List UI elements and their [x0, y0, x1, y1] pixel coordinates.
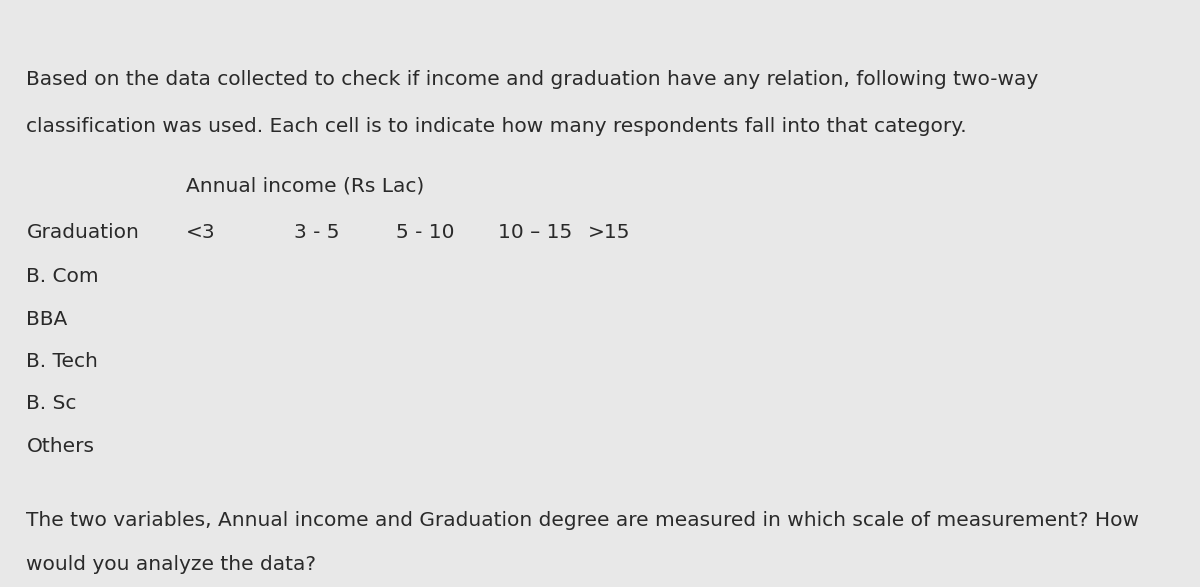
- Text: Based on the data collected to check if income and graduation have any relation,: Based on the data collected to check if …: [26, 70, 1039, 89]
- Text: B. Com: B. Com: [26, 267, 100, 286]
- Text: BBA: BBA: [26, 310, 67, 329]
- Text: would you analyze the data?: would you analyze the data?: [26, 555, 317, 573]
- Text: <3: <3: [186, 223, 216, 242]
- Text: classification was used. Each cell is to indicate how many respondents fall into: classification was used. Each cell is to…: [26, 117, 967, 136]
- Text: Others: Others: [26, 437, 95, 456]
- Text: B. Sc: B. Sc: [26, 394, 77, 413]
- Text: 10 – 15: 10 – 15: [498, 223, 572, 242]
- Text: B. Tech: B. Tech: [26, 352, 98, 371]
- Text: The two variables, Annual income and Graduation degree are measured in which sca: The two variables, Annual income and Gra…: [26, 511, 1140, 529]
- Text: Annual income (Rs Lac): Annual income (Rs Lac): [186, 176, 425, 195]
- Text: 5 - 10: 5 - 10: [396, 223, 455, 242]
- Text: Graduation: Graduation: [26, 223, 139, 242]
- Text: 3 - 5: 3 - 5: [294, 223, 340, 242]
- Text: >15: >15: [588, 223, 630, 242]
